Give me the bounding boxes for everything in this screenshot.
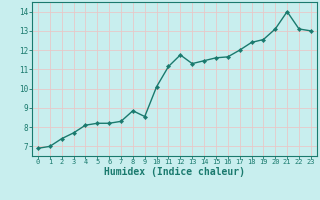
X-axis label: Humidex (Indice chaleur): Humidex (Indice chaleur) bbox=[104, 167, 245, 177]
